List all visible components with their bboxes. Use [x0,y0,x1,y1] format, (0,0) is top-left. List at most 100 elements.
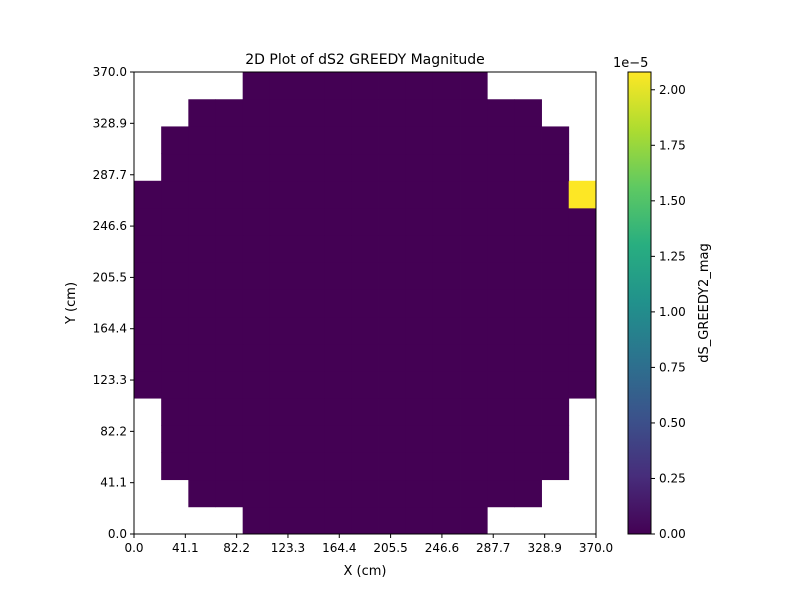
heatmap-cell [405,343,434,372]
heatmap-cell [460,425,488,453]
heatmap-cell [378,343,407,372]
heatmap-cell [324,126,352,155]
colorbar-tick-label: 1.25 [659,249,686,263]
heatmap-cell [269,262,298,290]
heatmap-cell [432,479,461,508]
heatmap-cell [460,126,488,155]
x-tick-label: 41.1 [172,541,199,555]
heatmap-cell [487,452,515,481]
heatmap-cell [432,180,461,209]
heatmap-cell [134,289,162,318]
x-tick-label: 164.4 [322,541,356,555]
heatmap-cell [432,370,461,399]
heatmap-cell [297,207,325,236]
colorbar-tick-label: 0.75 [659,360,686,374]
heatmap-cell [242,425,271,453]
heatmap-cell [324,506,352,535]
y-tick-label: 123.3 [93,373,127,387]
colorbar-label: dS_GREEDY2_mag [697,243,712,362]
heatmap-cell [215,262,244,290]
heatmap-cell [541,398,570,426]
colorbar-tick-label: 1.50 [659,194,686,208]
heatmap-cell [188,425,216,453]
heatmap-cell [297,398,325,426]
heatmap-cell [460,99,488,127]
heatmap-cell [405,126,434,155]
y-axis-ticks: 0.0 41.1 82.2 123.3 164.4 205.5 246.6 287.7 328.… [93,65,134,541]
heatmap-cell [568,262,597,290]
heatmap-cell [215,343,244,372]
heatmap-cell [351,126,379,155]
heatmap-cell [432,506,461,535]
x-tick-label: 287.7 [476,541,510,555]
heatmap-cell [215,235,244,263]
heatmap-cell [432,262,461,290]
heatmap-cell [188,289,216,318]
y-tick-label: 82.2 [100,424,127,438]
heatmap-cell [541,153,570,182]
heatmap-cell [378,452,407,481]
heatmap-cell [487,398,515,426]
colorbar-tick-label: 1.75 [659,138,686,152]
heatmap-cell [514,452,542,481]
heatmap-cell [242,343,271,372]
heatmap-cell [215,153,244,182]
heatmap-cell [432,153,461,182]
heatmap-cell [514,235,542,263]
heatmap-cell [514,370,542,399]
heatmap-cell [188,316,216,345]
heatmap-cell [161,126,189,155]
heatmap-cell [405,99,434,127]
heatmap-cell [351,506,379,535]
heatmap-cell [297,235,325,263]
heatmap-cell [188,99,216,127]
heatmap-cell [432,235,461,263]
heatmap-cell [432,72,461,100]
heatmap-cell [297,479,325,508]
heatmap-cell [487,207,515,236]
heatmap-cell [460,479,488,508]
heatmap-cell [134,343,162,372]
heatmap-cell [514,207,542,236]
heatmap-cell [134,262,162,290]
heatmap-cell [297,506,325,535]
y-tick-label: 370.0 [93,65,127,79]
colorbar-tick-label: 0.25 [659,471,686,485]
heatmap-cell [324,289,352,318]
heatmap-cell [460,207,488,236]
heatmap-cell [324,425,352,453]
heatmap-cell [269,235,298,263]
heatmap-cell [297,343,325,372]
heatmap-cell [568,289,597,318]
heatmap-cell [188,180,216,209]
heatmap-cell [188,153,216,182]
heatmap-cell [297,180,325,209]
heatmap-cell [460,398,488,426]
heatmap-cell [378,207,407,236]
heatmap-cell [405,370,434,399]
heatmap-cell [242,316,271,345]
heatmap-cell [269,425,298,453]
heatmap-cell [324,72,352,100]
heatmap-cell [215,452,244,481]
heatmap-cell [487,180,515,209]
heatmap-cell [161,425,189,453]
heatmap-cell [161,343,189,372]
x-tick-label: 123.3 [271,541,305,555]
heatmap-cell [242,153,271,182]
x-axis-ticks: 0.0 41.1 82.2 123.3 164.4 205.5 246.6 287.7 328.… [124,534,613,555]
heatmap-cell [432,452,461,481]
heatmap-cell [242,99,271,127]
y-tick-label: 246.6 [93,219,127,233]
heatmap-cell [514,289,542,318]
heatmap-cell [242,479,271,508]
heatmap-cell [460,235,488,263]
heatmap-cell [351,153,379,182]
heatmap-cell [324,398,352,426]
heatmap-cell [242,180,271,209]
heatmap-cell [215,316,244,345]
heatmap-cell [324,235,352,263]
heatmap-cell [541,126,570,155]
heatmap-cell [514,398,542,426]
heatmap-cell [297,370,325,399]
